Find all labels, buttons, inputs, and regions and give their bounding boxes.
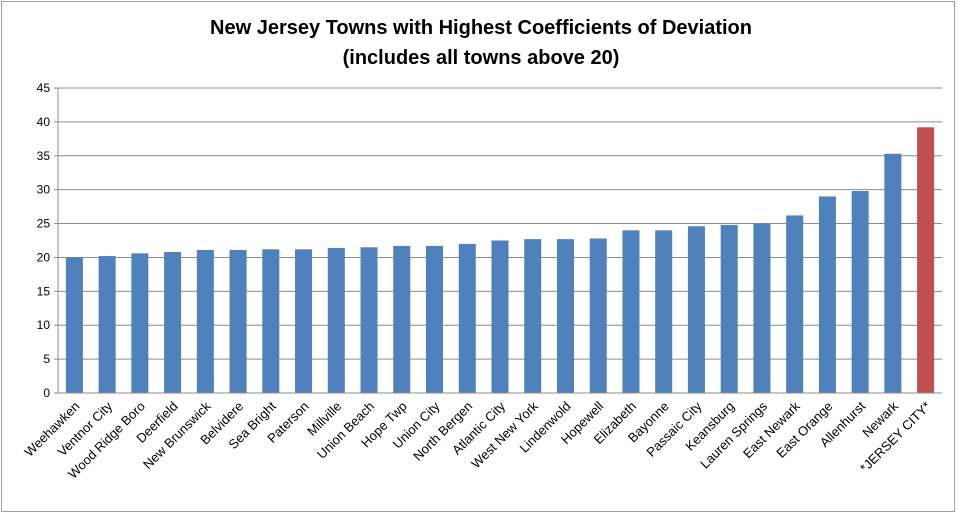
bar <box>622 230 640 393</box>
bar <box>851 191 869 393</box>
y-tick-label: 5 <box>43 352 50 366</box>
bar <box>556 239 574 393</box>
y-axis-tick-labels: 0 5 10 15 20 25 30 35 40 45 <box>37 81 58 400</box>
bar <box>426 245 444 393</box>
y-tick-label: 35 <box>37 149 51 163</box>
bars <box>65 127 935 394</box>
bar <box>360 247 378 393</box>
y-tick-label: 20 <box>37 250 51 264</box>
axes <box>57 88 942 394</box>
bar <box>65 257 83 393</box>
bar <box>687 226 705 393</box>
y-tick-label: 0 <box>43 386 50 400</box>
bar <box>262 249 280 393</box>
y-tick-label: 40 <box>37 115 51 129</box>
bar <box>98 256 116 393</box>
y-tick-label: 25 <box>37 217 51 231</box>
chart-title-line-1: New Jersey Towns with Highest Coefficien… <box>210 17 752 39</box>
bar <box>589 238 607 393</box>
bar <box>524 239 542 393</box>
bar <box>327 247 345 393</box>
bar <box>720 224 738 393</box>
bar <box>196 249 214 393</box>
bar <box>491 240 509 393</box>
bar <box>884 153 902 393</box>
bar <box>786 215 804 393</box>
bar <box>393 245 411 393</box>
y-tick-label: 15 <box>37 284 51 298</box>
bar <box>164 252 182 393</box>
bar <box>229 249 247 393</box>
y-tick-label: 45 <box>37 81 51 95</box>
bar <box>818 196 836 393</box>
bar <box>655 230 673 393</box>
y-tick-label: 10 <box>37 318 51 332</box>
bar <box>753 223 771 393</box>
bar <box>458 243 476 393</box>
y-tick-label: 30 <box>37 183 51 197</box>
bar <box>131 253 149 393</box>
bar <box>295 249 313 393</box>
chart-title-line-2: (includes all towns above 20) <box>343 47 620 69</box>
bar <box>917 127 935 394</box>
